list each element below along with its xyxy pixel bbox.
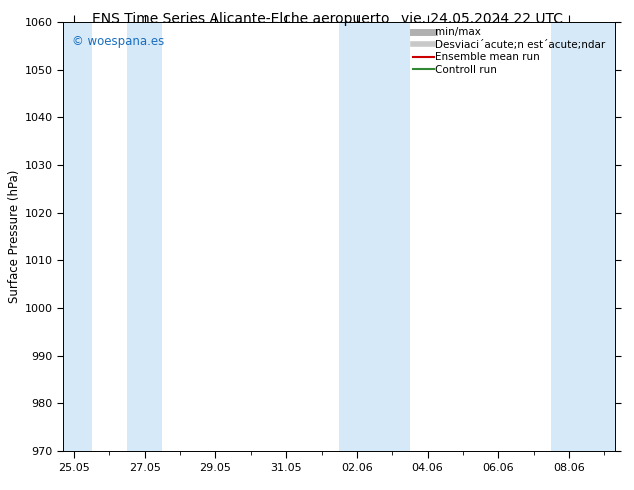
Legend: min/max, Desviaci´acute;n est´acute;ndar, Ensemble mean run, Controll run: min/max, Desviaci´acute;n est´acute;ndar… (410, 24, 613, 78)
Bar (339, 22, 410, 451)
Text: © woespana.es: © woespana.es (72, 35, 164, 48)
Bar (63, 22, 92, 451)
Y-axis label: Surface Pressure (hPa): Surface Pressure (hPa) (8, 170, 21, 303)
Text: ENS Time Series Alicante-Elche aeropuerto: ENS Time Series Alicante-Elche aeropuert… (92, 12, 390, 26)
Bar (552, 22, 615, 451)
Bar (127, 22, 162, 451)
Text: vie. 24.05.2024 22 UTC: vie. 24.05.2024 22 UTC (401, 12, 563, 26)
